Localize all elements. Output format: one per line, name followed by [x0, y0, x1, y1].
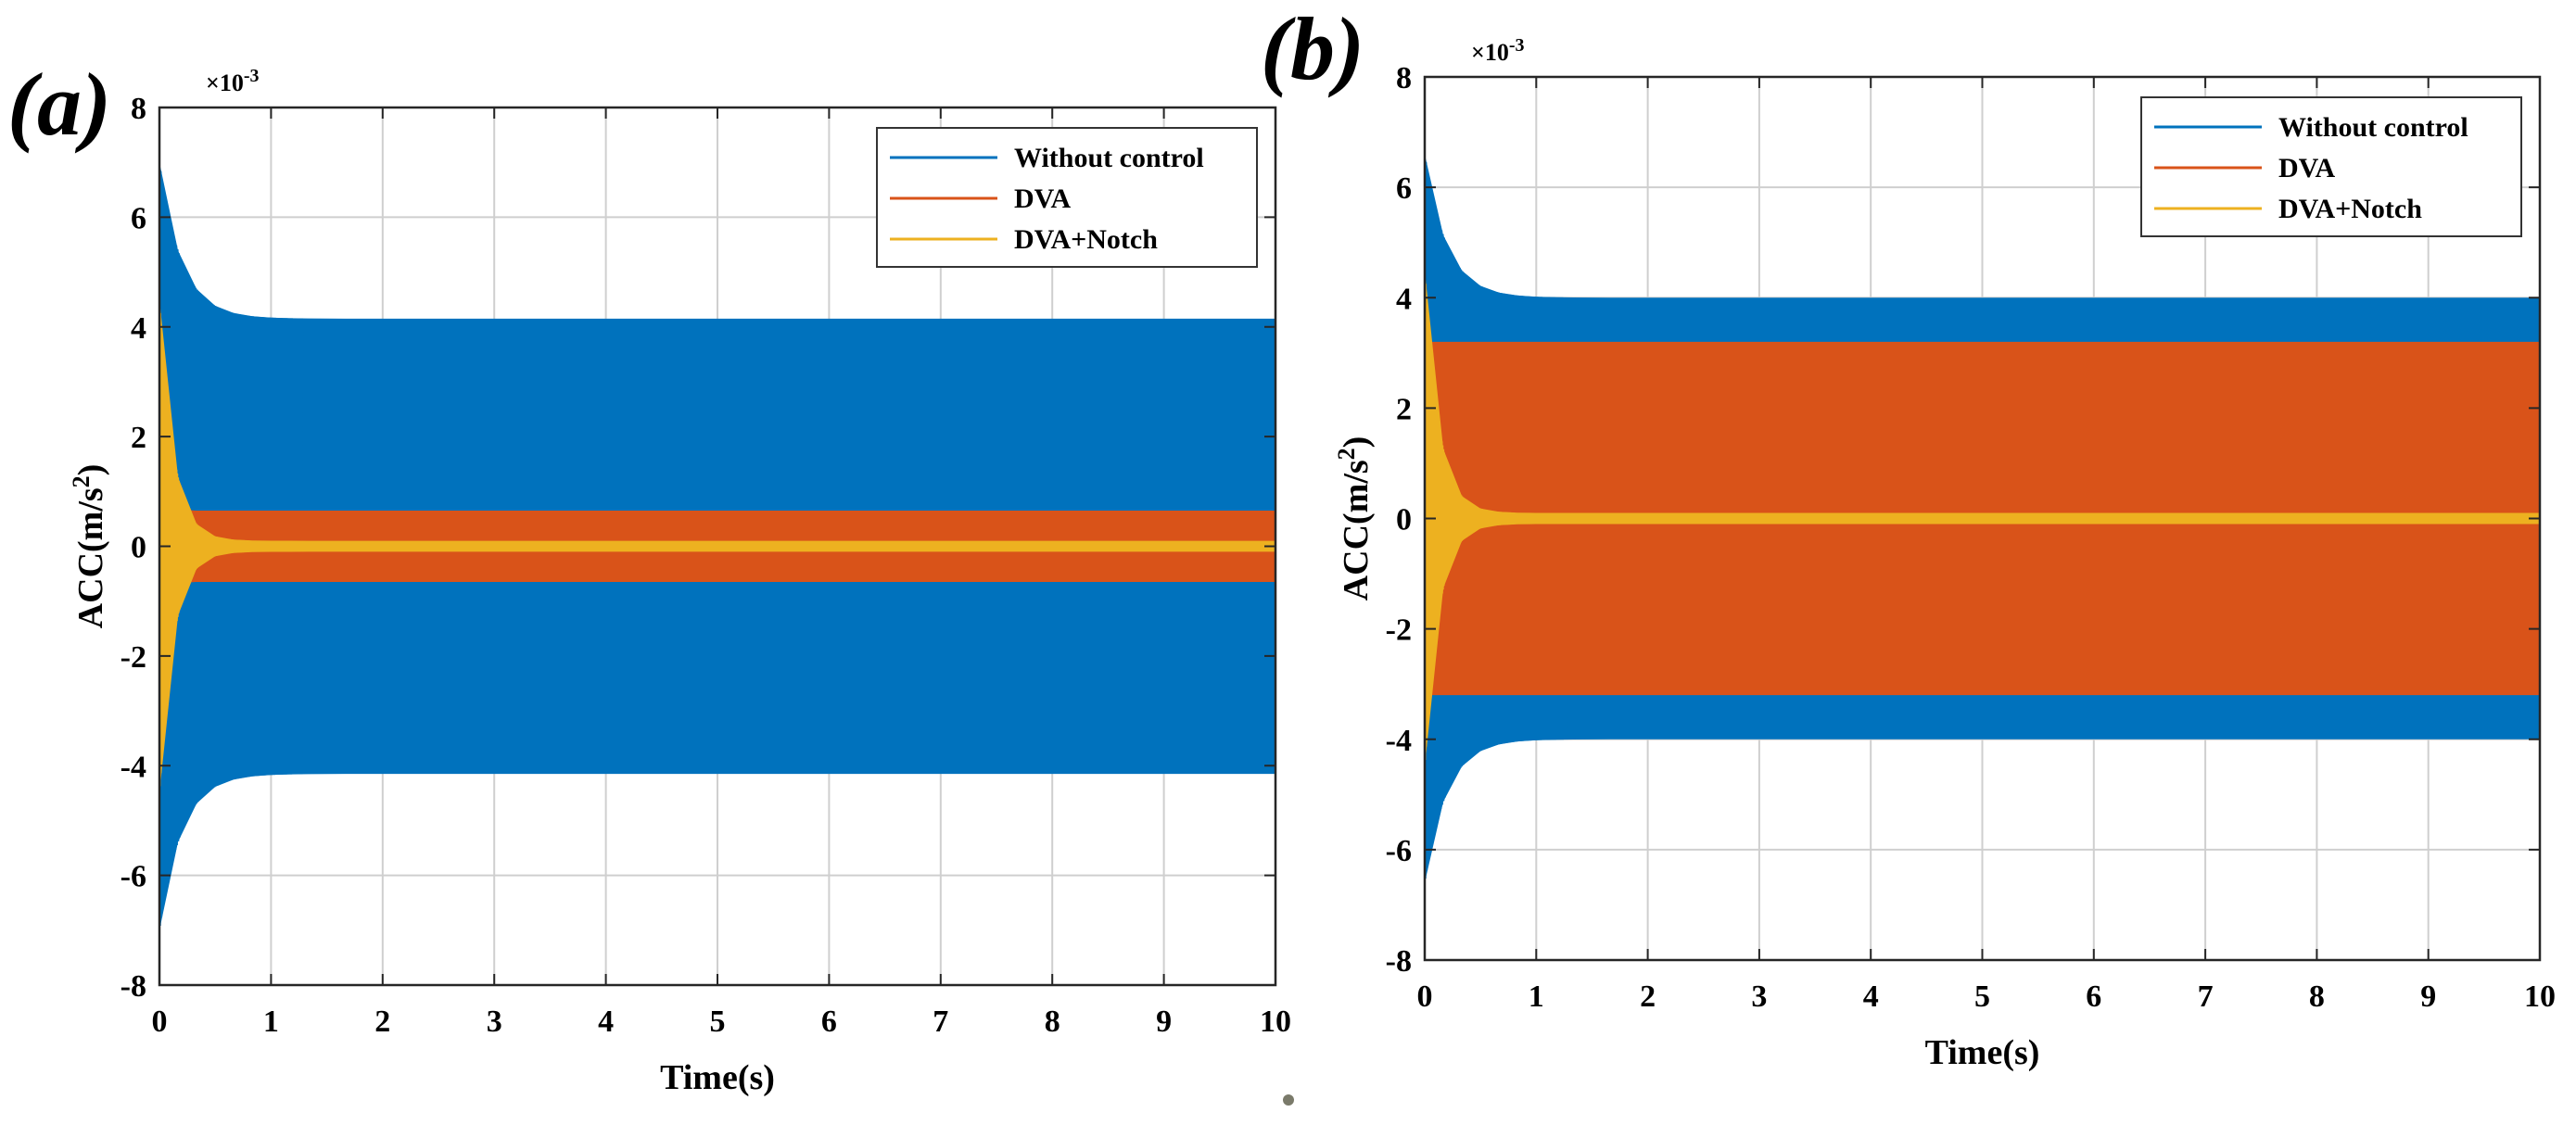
y-tick-label: 2: [1396, 392, 1412, 426]
y-tick-label: 4: [131, 311, 146, 346]
legend-entry-label: DVA+Notch: [1014, 224, 1158, 255]
series-dva-notch: [159, 299, 1275, 793]
y-tick-label: -2: [1386, 613, 1412, 648]
y-tick-label: 2: [131, 421, 146, 455]
y-axis-label-sup: 2: [68, 475, 95, 487]
y-tick-label: 4: [1396, 282, 1412, 316]
axis-exponent-base: ×10: [206, 70, 244, 96]
x-axis-label: Time(s): [660, 1058, 775, 1097]
x-tick-label: 6: [2086, 980, 2101, 1014]
y-tick-label: 0: [1396, 503, 1412, 537]
x-tick-label: 9: [1156, 1005, 1172, 1039]
y-axis-label-close: ): [1337, 436, 1376, 449]
x-tick-label: 2: [1640, 980, 1656, 1014]
y-axis-label-base: ACC(m/s: [71, 487, 110, 628]
axis-exponent: ×10-3: [206, 66, 260, 96]
legend-box: [876, 127, 1258, 268]
x-tick-label: 7: [2198, 980, 2214, 1014]
y-tick-label: -6: [1386, 834, 1412, 868]
legend-entry-label: DVA: [2278, 153, 2335, 183]
x-tick-label: 3: [1751, 980, 1767, 1014]
x-tick-label: 6: [821, 1005, 837, 1039]
x-tick-label: 4: [598, 1005, 614, 1039]
y-tick-label: 0: [131, 531, 146, 565]
x-tick-label: 0: [152, 1005, 168, 1039]
series-band: [1425, 270, 2540, 767]
y-axis-label: ACC(m/s2): [1333, 436, 1376, 601]
chart-panel-a: 0 1 2 3 4 5 6 7 8 9 10 8 6 4 2 0 -2 -4 -6 -8 ×10-3 Time(s) ACC…: [68, 66, 1291, 1097]
axis-exponent-sup: -3: [1509, 35, 1525, 56]
series-transient: [159, 162, 304, 926]
y-tick-label: 8: [1396, 61, 1412, 95]
y-axis-label-sup: 2: [1333, 448, 1360, 460]
axis-exponent-base: ×10: [1471, 39, 1509, 66]
decorative-dot: [1283, 1094, 1294, 1106]
x-tick-label: 10: [2524, 980, 2556, 1014]
y-tick-label: 6: [1396, 171, 1412, 206]
y-axis-label: ACC(m/s2): [68, 464, 110, 629]
legend-entry-label: Without control: [2278, 112, 2468, 143]
x-tick-label: 0: [1417, 980, 1433, 1014]
y-axis-label-base: ACC(m/s: [1337, 460, 1376, 600]
legend: Without control DVA DVA+Notch: [2140, 96, 2522, 237]
series-transient: [159, 299, 250, 787]
x-tick-label: 8: [1045, 1005, 1060, 1039]
y-axis-label-close: ): [71, 464, 110, 476]
legend-entry-label: DVA: [1014, 183, 1071, 214]
x-tick-label: 5: [1974, 980, 1990, 1014]
y-tick-label: -6: [121, 860, 146, 894]
x-tick-label: 1: [263, 1005, 279, 1039]
x-tick-label: 4: [1863, 980, 1879, 1014]
axis-exponent-sup: -3: [244, 66, 260, 86]
series-transient: [1424, 270, 1516, 761]
axis-exponent: ×10-3: [1471, 35, 1525, 66]
y-tick-label: 6: [131, 201, 146, 235]
x-tick-label: 3: [487, 1005, 502, 1039]
x-tick-label: 9: [2420, 980, 2436, 1014]
x-tick-label: 8: [2309, 980, 2325, 1014]
chart-panel-b: 0 1 2 3 4 5 6 7 8 9 10 8 6 4 2 0 -2 -4 -6 -8 ×10-3 Time(s) ACC…: [1333, 35, 2556, 1072]
x-tick-label: 5: [710, 1005, 726, 1039]
y-tick-label: -8: [1386, 944, 1412, 979]
y-tick-label: -4: [1386, 724, 1412, 758]
series-band: [159, 299, 1275, 793]
y-tick-label: 8: [131, 92, 146, 126]
x-tick-label: 2: [374, 1005, 390, 1039]
y-tick-label: -4: [121, 750, 146, 784]
series-dva-notch: [1424, 270, 2540, 767]
legend-entry-label: DVA+Notch: [2278, 194, 2422, 224]
legend-entry-label: Without control: [1014, 143, 1204, 173]
x-tick-label: 1: [1529, 980, 1544, 1014]
panel-label-a: (a): [7, 55, 111, 154]
y-tick-label: -2: [121, 640, 146, 675]
y-tick-label: -8: [121, 969, 146, 1004]
x-tick-label: 10: [1260, 1005, 1291, 1039]
x-axis-label: Time(s): [1925, 1033, 2040, 1072]
x-tick-label: 7: [933, 1005, 948, 1039]
legend: Without control DVA DVA+Notch: [876, 127, 1258, 268]
panel-label-b: (b): [1261, 0, 1364, 98]
